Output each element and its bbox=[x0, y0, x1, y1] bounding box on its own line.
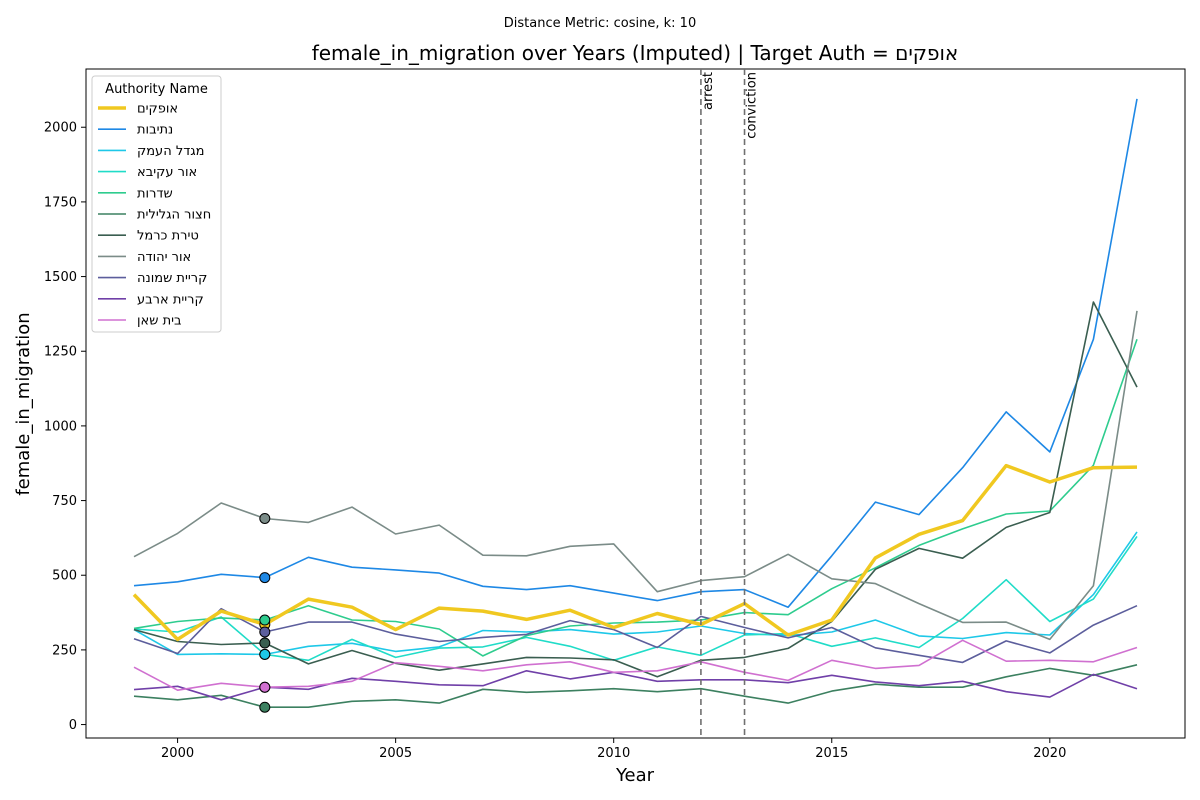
series-line bbox=[133, 664, 1138, 709]
y-tick-label: 750 bbox=[52, 494, 77, 509]
y-tick-label: 0 bbox=[69, 718, 77, 733]
legend: Authority Name אופקים נתיבות מגדל העמק אור ע… bbox=[91, 75, 222, 333]
y-tick-label: 2000 bbox=[44, 121, 77, 136]
legend-entry: אופקים bbox=[137, 102, 178, 117]
legend-entry: קריית ארבע bbox=[137, 292, 204, 307]
legend-entry: טירת כרמל bbox=[137, 229, 199, 244]
legend-entry: קריית שמונה bbox=[137, 271, 207, 286]
data-point-marker bbox=[259, 648, 271, 660]
series-line bbox=[133, 535, 1138, 662]
legend-entry: שדרות bbox=[137, 186, 173, 201]
series-line bbox=[133, 339, 1138, 657]
annotation-label: conviction bbox=[745, 72, 760, 139]
legend-entry: אור יהודה bbox=[137, 250, 191, 265]
series-line bbox=[133, 310, 1138, 641]
y-tick-label: 1750 bbox=[44, 195, 77, 210]
legend-title: Authority Name bbox=[105, 82, 208, 97]
series-line bbox=[132, 463, 1138, 642]
y-tick-label: 1000 bbox=[44, 419, 77, 434]
y-tick-label: 1250 bbox=[44, 345, 77, 360]
legend-entry: אור עקיבא bbox=[137, 165, 197, 180]
series-line bbox=[133, 531, 1138, 656]
annotation-label: arrest bbox=[701, 72, 716, 110]
chart-suptitle: Distance Metric: cosine, k: 10 bbox=[504, 16, 696, 31]
data-point-marker bbox=[259, 637, 271, 649]
series-line bbox=[133, 669, 1138, 701]
y-tick-label: 250 bbox=[52, 643, 77, 658]
data-point-marker bbox=[259, 614, 271, 626]
y-tick-label: 1500 bbox=[44, 270, 77, 285]
x-tick-label: 2005 bbox=[379, 746, 412, 761]
data-point-marker bbox=[259, 681, 271, 693]
x-tick-label: 2020 bbox=[1033, 746, 1066, 761]
plot-area: 2000 2005 2010 2015 2020 0 250 500 750 1000 1250 15… bbox=[44, 68, 1186, 761]
x-tick-label: 2000 bbox=[161, 746, 194, 761]
y-axis-label: female_in_migration bbox=[13, 312, 34, 495]
x-axis-label: Year bbox=[615, 765, 655, 786]
legend-entry: מגדל העמק bbox=[137, 144, 205, 159]
data-point-marker bbox=[259, 512, 271, 524]
series-line bbox=[133, 301, 1138, 678]
x-tick-label: 2015 bbox=[815, 746, 848, 761]
x-tick-label: 2010 bbox=[597, 746, 630, 761]
legend-entry: נתיבות bbox=[137, 123, 173, 138]
series-line bbox=[133, 639, 1138, 692]
series-line bbox=[133, 98, 1138, 609]
legend-box bbox=[91, 75, 222, 333]
data-point-marker bbox=[259, 626, 271, 638]
y-tick-label: 500 bbox=[52, 569, 77, 584]
chart-title: female_in_migration over Years (Imputed)… bbox=[312, 41, 959, 65]
axes-frame bbox=[85, 68, 1186, 739]
data-point-marker bbox=[259, 572, 271, 584]
series-line bbox=[133, 604, 1138, 664]
legend-entry: חצור הגלילית bbox=[137, 208, 211, 223]
data-point-marker bbox=[259, 701, 271, 713]
legend-entry: בית שאן bbox=[137, 314, 182, 329]
